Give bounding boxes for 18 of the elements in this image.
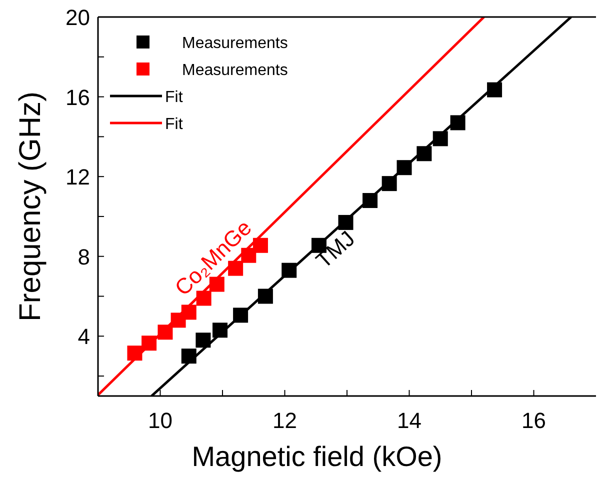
- x-tick-label: 10: [148, 408, 172, 433]
- y-axis-title: Frequency (GHz): [14, 91, 47, 322]
- y-tick-label: 12: [66, 164, 90, 190]
- x-tick-label: 12: [272, 408, 297, 433]
- x-tick-label: 14: [397, 408, 422, 433]
- legend-label: Fit: [165, 116, 184, 133]
- point: [252, 238, 268, 253]
- point: [196, 332, 211, 348]
- y-tick-label: 4: [78, 324, 90, 350]
- y-tick-label: 16: [66, 84, 90, 110]
- legend-label: Measurements: [182, 35, 288, 52]
- legend-label: Fit: [165, 89, 184, 106]
- y-tick-label: 8: [78, 244, 90, 270]
- x-tick-label: 16: [522, 408, 546, 433]
- x-axis-title: Magnetic field (kOe): [192, 441, 442, 472]
- annotation: TMJ: [311, 226, 360, 273]
- y-tick-label: 20: [66, 5, 90, 30]
- legend-label: Measurements: [182, 62, 288, 79]
